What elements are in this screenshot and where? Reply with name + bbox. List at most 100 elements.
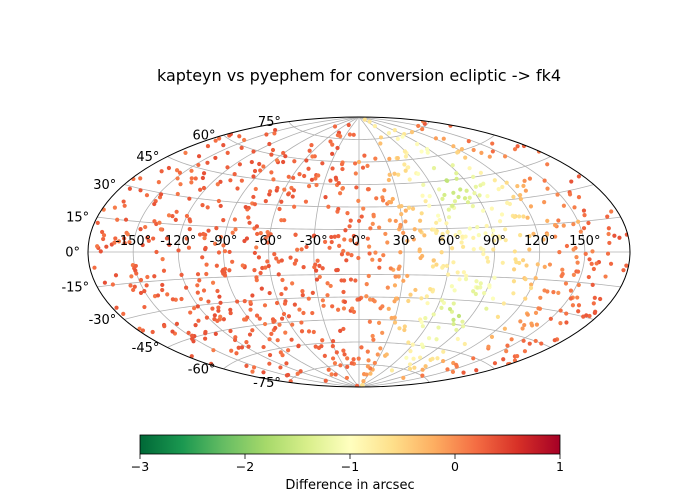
data-point (452, 288, 457, 293)
data-point (123, 217, 129, 222)
data-point (398, 250, 403, 255)
data-point (112, 205, 118, 210)
data-point (572, 205, 577, 210)
data-point (211, 348, 216, 353)
data-point (557, 250, 562, 255)
data-point (154, 249, 159, 255)
data-point (417, 248, 422, 254)
data-point (268, 232, 273, 237)
data-point (328, 139, 333, 144)
data-point (175, 191, 180, 197)
data-point (407, 177, 412, 182)
data-point (306, 166, 311, 171)
data-point (445, 229, 450, 235)
data-point (317, 274, 322, 280)
data-point (299, 247, 304, 252)
data-point (542, 264, 547, 270)
data-point (575, 295, 580, 300)
data-point (214, 263, 219, 268)
data-point (564, 320, 569, 325)
data-point (320, 161, 325, 166)
data-point (344, 375, 349, 381)
data-point (329, 234, 334, 240)
data-point (403, 208, 408, 213)
data-point (304, 158, 309, 163)
data-point (437, 217, 442, 223)
data-point (461, 370, 466, 375)
data-point (471, 147, 476, 153)
data-point (451, 190, 456, 195)
data-point (301, 265, 306, 270)
data-point (527, 341, 532, 346)
data-point (312, 233, 317, 238)
data-point (411, 356, 416, 361)
data-point (294, 258, 299, 263)
data-point (261, 370, 266, 375)
data-point (472, 191, 477, 196)
data-point (593, 309, 598, 314)
data-point (575, 260, 580, 265)
data-point (188, 310, 193, 315)
data-point (341, 306, 347, 311)
data-point (545, 162, 550, 167)
data-point (492, 275, 497, 280)
data-point (503, 227, 508, 232)
data-point (345, 364, 350, 369)
data-point (248, 300, 253, 305)
data-point (322, 239, 328, 244)
data-point (587, 257, 592, 262)
data-point (342, 352, 347, 357)
data-point (603, 274, 608, 279)
data-point (481, 208, 486, 213)
data-point (112, 240, 117, 245)
data-point (218, 300, 223, 305)
data-point (342, 237, 347, 242)
data-point (533, 338, 538, 344)
data-point (365, 349, 370, 354)
data-point (240, 263, 245, 268)
data-point (217, 294, 222, 299)
data-point (345, 251, 350, 256)
data-point (423, 364, 428, 369)
data-point (269, 331, 274, 336)
data-point (213, 138, 218, 143)
parallel-line (97, 216, 621, 230)
colorbar-gradient (139, 434, 561, 455)
data-point (545, 232, 550, 237)
data-point (291, 188, 297, 193)
data-point (279, 199, 284, 204)
data-point (450, 203, 455, 208)
data-point (380, 198, 386, 203)
data-point (200, 255, 205, 260)
data-point (221, 142, 226, 148)
data-point (258, 270, 263, 276)
data-point (138, 290, 144, 296)
latitude-tick-label: 60° (192, 129, 215, 144)
data-point (278, 365, 283, 370)
colorbar-label: Difference in arcsec (285, 478, 414, 493)
data-point (528, 285, 534, 291)
data-point (423, 316, 428, 321)
data-point (365, 163, 370, 168)
data-point (475, 225, 480, 230)
data-point (314, 277, 320, 282)
data-point (134, 271, 139, 276)
data-point (228, 328, 233, 334)
data-point (254, 275, 259, 280)
data-point (298, 369, 303, 374)
data-point (361, 206, 366, 211)
data-point (233, 227, 238, 232)
data-point (251, 365, 257, 370)
data-point (306, 296, 311, 301)
data-point (281, 159, 286, 165)
data-point (396, 274, 401, 279)
data-point (314, 182, 319, 188)
data-point (410, 342, 415, 347)
data-point (272, 252, 277, 257)
data-point (523, 277, 528, 282)
data-point (428, 287, 433, 292)
data-point (313, 344, 318, 349)
data-point (576, 303, 582, 308)
data-point (323, 378, 328, 383)
data-point (373, 250, 378, 255)
